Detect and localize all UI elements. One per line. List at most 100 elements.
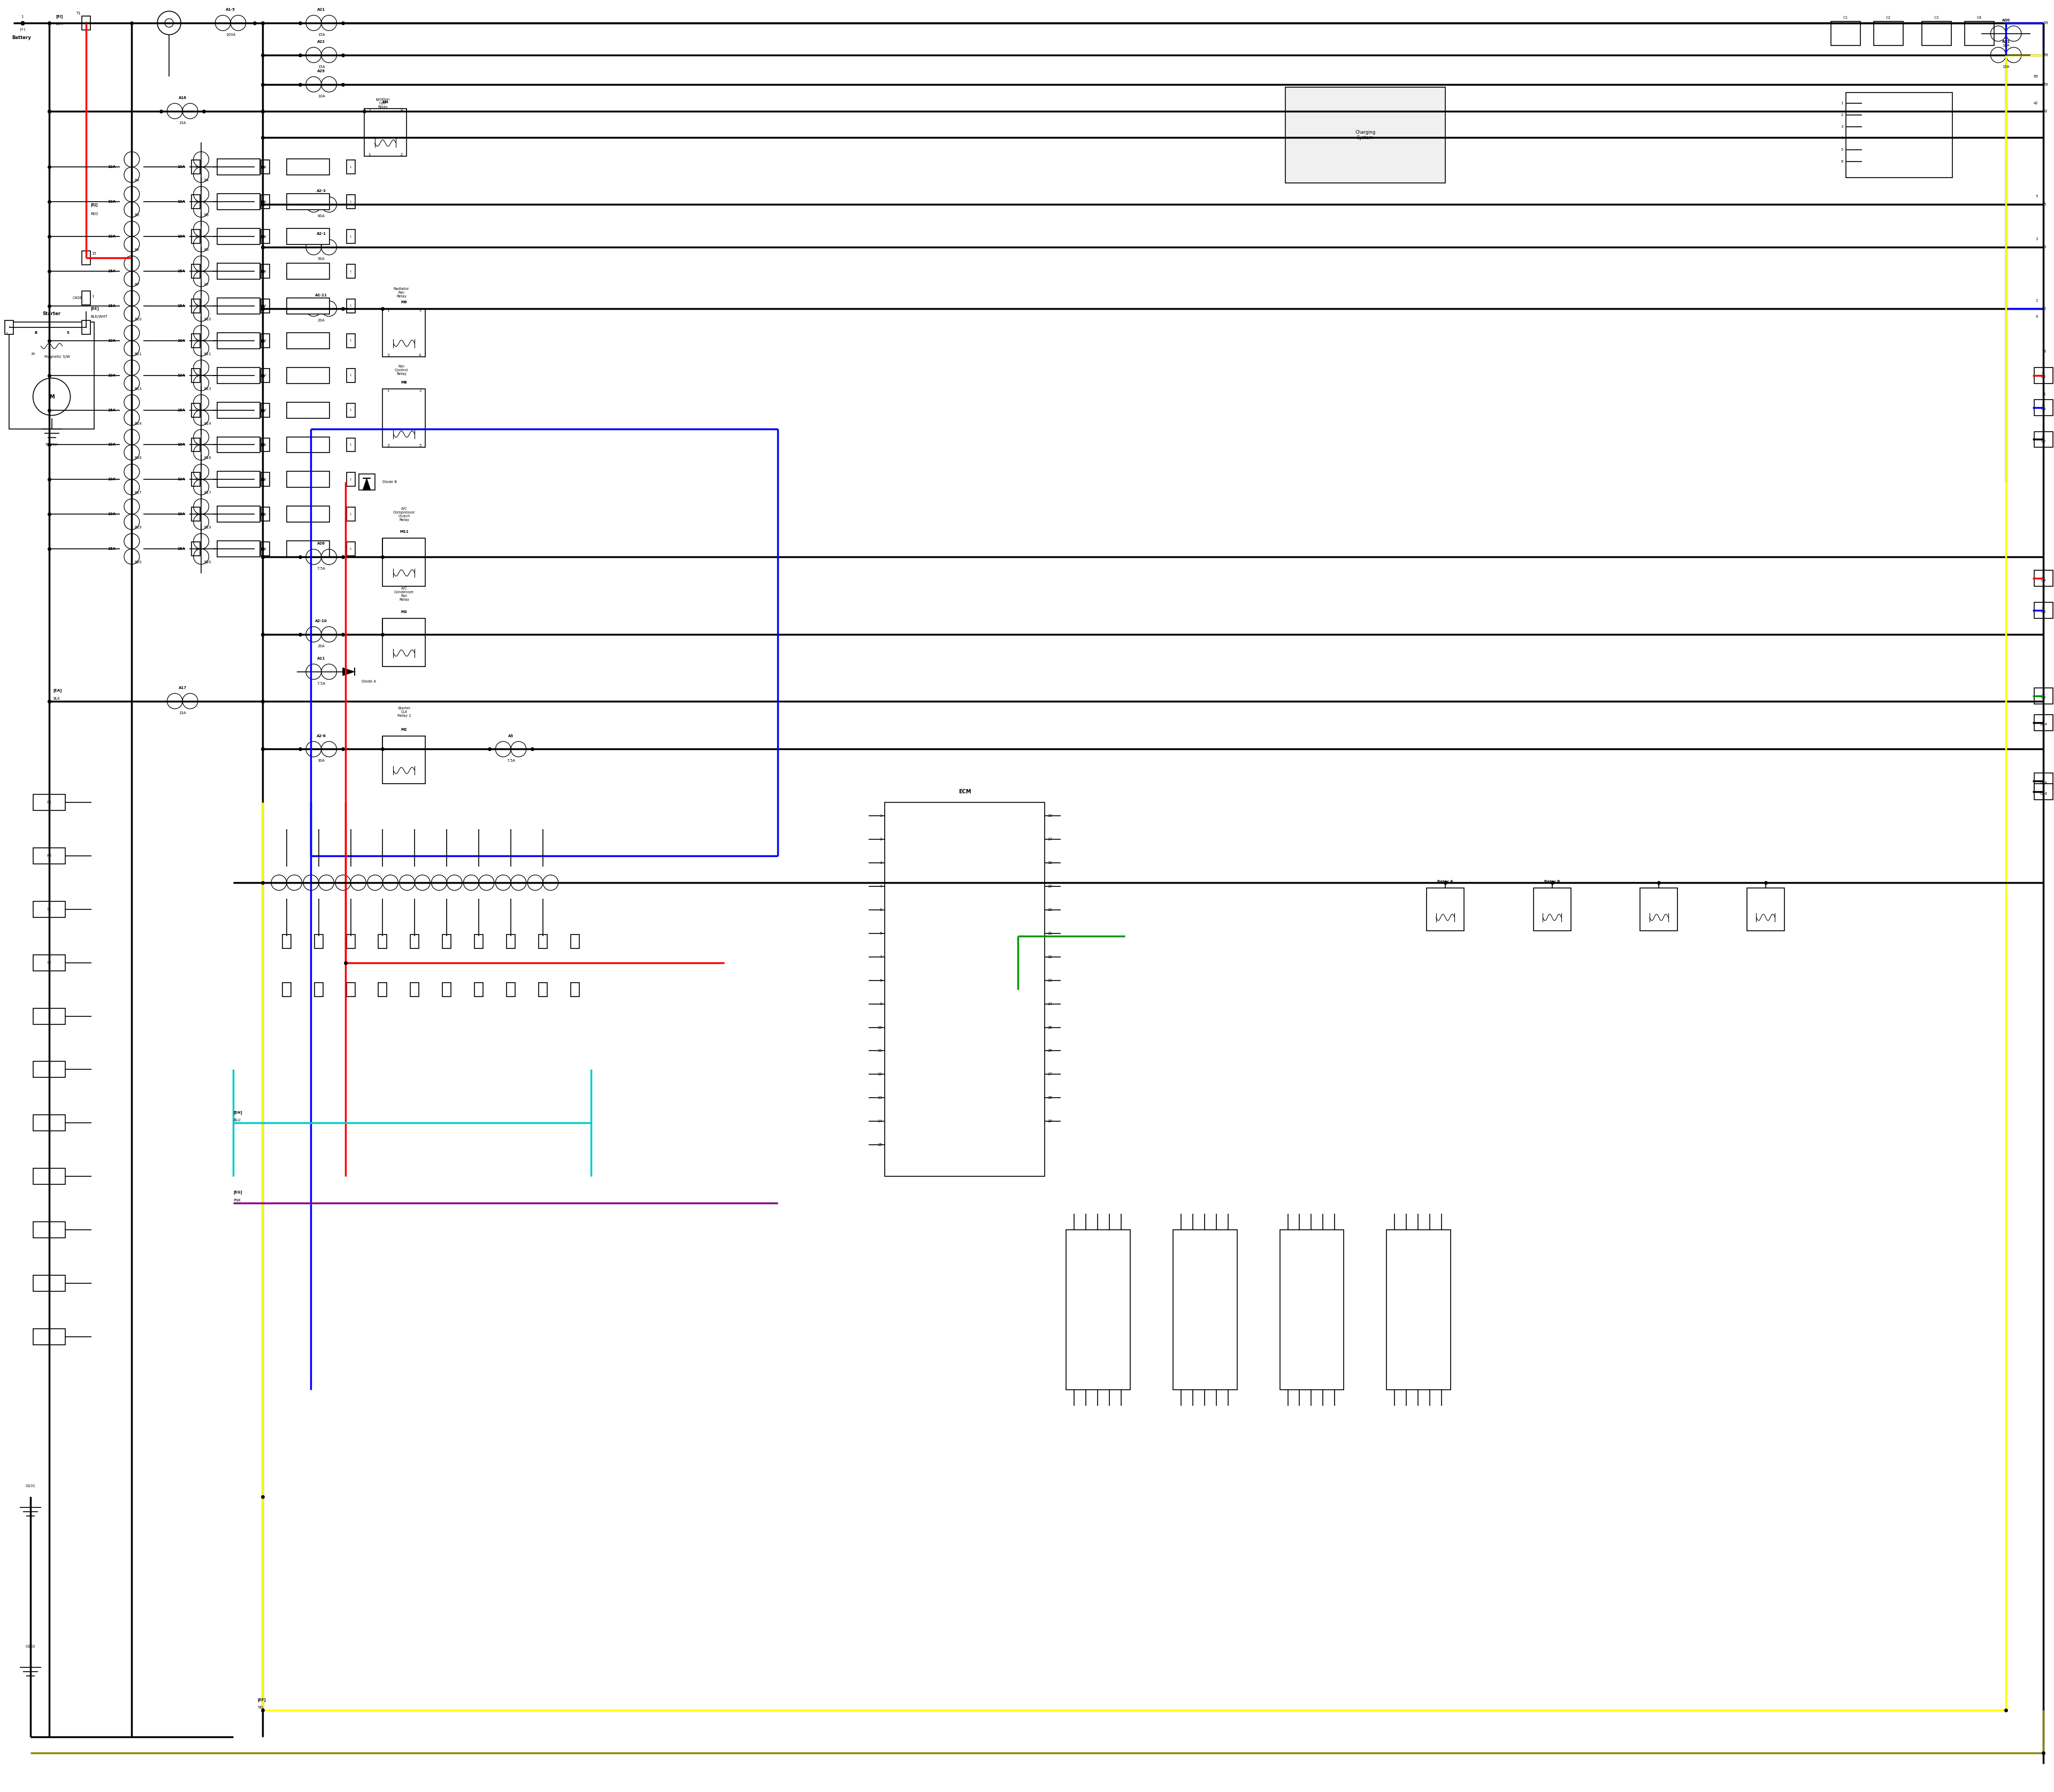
Bar bbox=[281, 982, 292, 996]
Bar bbox=[347, 333, 355, 348]
Bar bbox=[1286, 88, 1446, 183]
Text: 15A: 15A bbox=[177, 269, 185, 272]
Bar bbox=[191, 229, 199, 244]
Text: A11: A11 bbox=[316, 658, 325, 659]
Text: Relay B: Relay B bbox=[1545, 880, 1559, 883]
Text: 5: 5 bbox=[879, 909, 881, 912]
Bar bbox=[1873, 22, 1904, 45]
Bar bbox=[191, 507, 199, 521]
Bar bbox=[347, 229, 355, 244]
Bar bbox=[474, 982, 483, 996]
Text: 10A: 10A bbox=[177, 513, 185, 516]
Text: 15A: 15A bbox=[318, 65, 325, 68]
Text: 3: 3 bbox=[2044, 246, 2046, 249]
Bar bbox=[33, 1222, 66, 1238]
Bar bbox=[82, 251, 90, 265]
Bar bbox=[218, 471, 261, 487]
Text: 21: 21 bbox=[1048, 932, 1052, 935]
Bar bbox=[507, 982, 516, 996]
Text: 1: 1 bbox=[92, 294, 94, 297]
Text: 4: 4 bbox=[879, 885, 881, 889]
Text: (+): (+) bbox=[18, 27, 25, 30]
Text: 60A: 60A bbox=[318, 215, 325, 219]
Text: PNK: PNK bbox=[234, 1199, 240, 1202]
Bar bbox=[261, 195, 269, 208]
Text: A
U9: A U9 bbox=[2042, 575, 2046, 582]
Text: BLK/WHT: BLK/WHT bbox=[90, 315, 107, 319]
Bar bbox=[288, 263, 329, 280]
Bar bbox=[1386, 1229, 1450, 1391]
Text: Starter
Cut
Relay 1: Starter Cut Relay 1 bbox=[396, 706, 411, 717]
Text: 17: 17 bbox=[1048, 839, 1052, 840]
Text: A22: A22 bbox=[316, 39, 325, 43]
Bar bbox=[2033, 715, 2052, 731]
Text: 6: 6 bbox=[2036, 315, 2038, 319]
Text: Starter: Starter bbox=[45, 443, 58, 446]
Text: 3: 3 bbox=[879, 862, 881, 864]
Text: B13: B13 bbox=[134, 387, 142, 391]
Bar bbox=[191, 369, 199, 382]
Text: BLK: BLK bbox=[53, 697, 60, 701]
Text: C2: C2 bbox=[1886, 16, 1892, 20]
Bar bbox=[347, 507, 355, 521]
Bar bbox=[261, 369, 269, 382]
Text: 59: 59 bbox=[2044, 22, 2048, 25]
Bar bbox=[2033, 772, 2052, 788]
Text: 1: 1 bbox=[6, 332, 8, 335]
Text: A16: A16 bbox=[179, 97, 187, 99]
Bar bbox=[411, 982, 419, 996]
Bar bbox=[261, 507, 269, 521]
Text: A17: A17 bbox=[179, 686, 187, 690]
Text: 10A: 10A bbox=[177, 443, 185, 446]
Bar bbox=[82, 290, 90, 305]
Text: 13: 13 bbox=[877, 1097, 881, 1100]
Text: 7.5A: 7.5A bbox=[316, 566, 325, 570]
Bar bbox=[33, 1115, 66, 1131]
Text: B6: B6 bbox=[203, 249, 210, 251]
Text: 100A: 100A bbox=[226, 32, 236, 36]
Text: 1: 1 bbox=[386, 308, 390, 312]
Text: 4: 4 bbox=[1840, 136, 1842, 140]
Text: B5: B5 bbox=[203, 213, 210, 217]
Bar bbox=[218, 505, 261, 521]
Text: RED: RED bbox=[90, 213, 99, 215]
Bar bbox=[347, 473, 355, 486]
Text: M4: M4 bbox=[382, 100, 388, 104]
Text: 15A: 15A bbox=[177, 305, 185, 308]
Text: Relay A: Relay A bbox=[1438, 880, 1452, 883]
Bar bbox=[261, 437, 269, 452]
Text: 69: 69 bbox=[2044, 82, 2048, 86]
Text: B16: B16 bbox=[134, 457, 142, 461]
Bar bbox=[218, 194, 261, 210]
Text: B4: B4 bbox=[134, 179, 140, 183]
Text: 5: 5 bbox=[2036, 195, 2038, 199]
Text: 2: 2 bbox=[1840, 113, 1842, 116]
Bar bbox=[288, 541, 329, 557]
Bar bbox=[8, 323, 94, 428]
Text: 6: 6 bbox=[2044, 349, 2046, 353]
Bar bbox=[218, 159, 261, 176]
Text: B17: B17 bbox=[203, 491, 212, 495]
Bar bbox=[347, 195, 355, 208]
Text: 2: 2 bbox=[879, 839, 881, 840]
Text: 1: 1 bbox=[879, 814, 881, 817]
Text: B13: B13 bbox=[203, 387, 212, 391]
Text: G101: G101 bbox=[25, 1484, 35, 1487]
Text: 19: 19 bbox=[1048, 885, 1052, 889]
Bar bbox=[33, 848, 66, 864]
Text: 12: 12 bbox=[877, 1073, 881, 1075]
Bar bbox=[33, 1276, 66, 1292]
Text: S1: S1 bbox=[47, 909, 51, 910]
Bar bbox=[382, 737, 425, 783]
Text: 15A: 15A bbox=[107, 269, 115, 272]
Text: 42: 42 bbox=[2033, 102, 2038, 104]
Bar bbox=[2033, 400, 2052, 416]
Text: 15A: 15A bbox=[107, 409, 115, 412]
Text: 29: 29 bbox=[1048, 1120, 1052, 1124]
Bar bbox=[378, 934, 386, 948]
Text: 15A: 15A bbox=[179, 122, 187, 124]
Text: 2: 2 bbox=[401, 154, 403, 156]
Text: B14: B14 bbox=[203, 421, 212, 425]
Text: B7: B7 bbox=[134, 283, 140, 287]
Text: 11: 11 bbox=[877, 1050, 881, 1052]
